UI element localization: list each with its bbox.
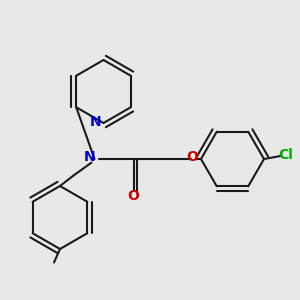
Text: O: O [186,150,198,164]
Text: Cl: Cl [278,148,293,162]
Text: N: N [84,150,95,164]
Text: O: O [128,189,140,203]
Text: N: N [90,115,102,128]
